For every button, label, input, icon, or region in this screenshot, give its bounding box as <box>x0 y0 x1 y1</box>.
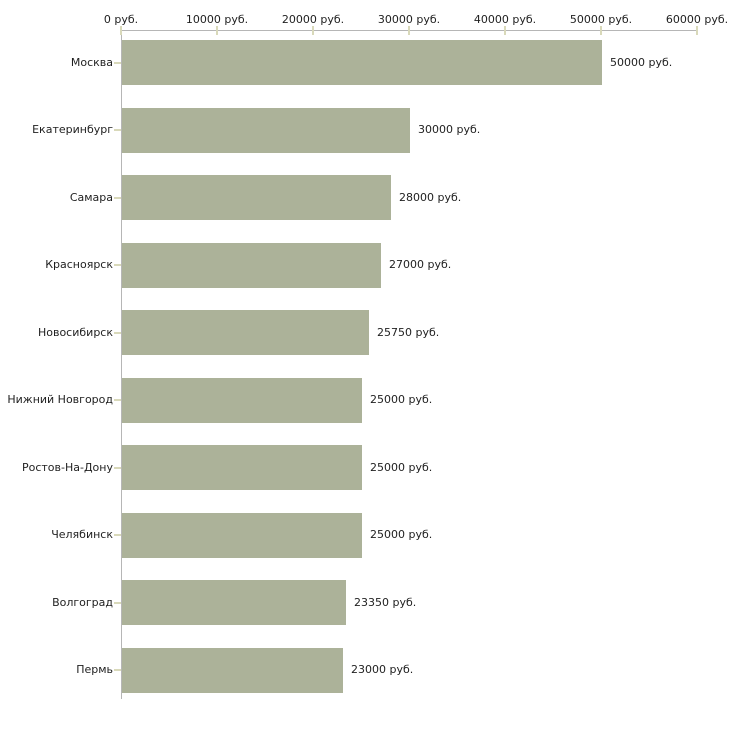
y-axis-tick-mark <box>114 467 121 469</box>
value-label: 30000 руб. <box>418 123 481 136</box>
x-axis-tick-mark <box>216 26 218 35</box>
value-label: 50000 руб. <box>610 56 673 69</box>
category-label: Нижний Новгород <box>7 393 113 406</box>
x-axis-tick-mark <box>408 26 410 35</box>
x-axis-tick-mark <box>600 26 602 35</box>
bar <box>122 243 381 288</box>
x-axis-tick-label: 40000 руб. <box>473 13 537 26</box>
bar <box>122 580 346 625</box>
x-axis-tick-mark <box>504 26 506 35</box>
value-label: 25000 руб. <box>370 393 433 406</box>
y-axis-tick-mark <box>114 602 121 604</box>
x-axis-tick-mark <box>312 26 314 35</box>
bar <box>122 108 410 153</box>
category-label: Москва <box>70 56 113 69</box>
value-label: 27000 руб. <box>389 258 452 271</box>
category-label: Новосибирск <box>37 326 113 339</box>
value-label: 28000 руб. <box>399 191 462 204</box>
y-axis-tick-mark <box>114 534 121 536</box>
x-axis-tick-label: 60000 руб. <box>665 13 729 26</box>
bar <box>122 445 362 490</box>
y-axis-tick-mark <box>114 264 121 266</box>
value-label: 25750 руб. <box>377 326 440 339</box>
bar <box>122 175 391 220</box>
value-label: 23350 руб. <box>354 596 417 609</box>
x-axis-tick-label: 20000 руб. <box>281 13 345 26</box>
category-label: Пермь <box>76 663 113 676</box>
bar <box>122 513 362 558</box>
category-label: Челябинск <box>51 528 113 541</box>
value-label: 25000 руб. <box>370 461 433 474</box>
y-axis-tick-mark <box>114 332 121 334</box>
x-axis-tick-label: 0 руб. <box>103 13 139 26</box>
y-axis-tick-mark <box>114 399 121 401</box>
y-axis-tick-mark <box>114 62 121 64</box>
bar <box>122 40 602 85</box>
x-axis-tick-label: 50000 руб. <box>569 13 633 26</box>
x-axis-tick-label: 10000 руб. <box>185 13 249 26</box>
category-label: Ростов-На-Дону <box>21 461 113 474</box>
value-label: 23000 руб. <box>351 663 414 676</box>
category-label: Екатеринбург <box>32 123 113 136</box>
y-axis-tick-mark <box>114 129 121 131</box>
bar <box>122 378 362 423</box>
y-axis-line <box>121 30 122 699</box>
y-axis-tick-mark <box>114 669 121 671</box>
x-axis-tick-label: 30000 руб. <box>377 13 441 26</box>
bar <box>122 648 343 693</box>
x-axis-tick-mark <box>120 26 122 35</box>
y-axis-tick-mark <box>114 197 121 199</box>
category-label: Самара <box>69 191 113 204</box>
x-axis-tick-mark <box>696 26 698 35</box>
category-label: Красноярск <box>45 258 113 271</box>
category-label: Волгоград <box>52 596 113 609</box>
value-label: 25000 руб. <box>370 528 433 541</box>
bar <box>122 310 369 355</box>
